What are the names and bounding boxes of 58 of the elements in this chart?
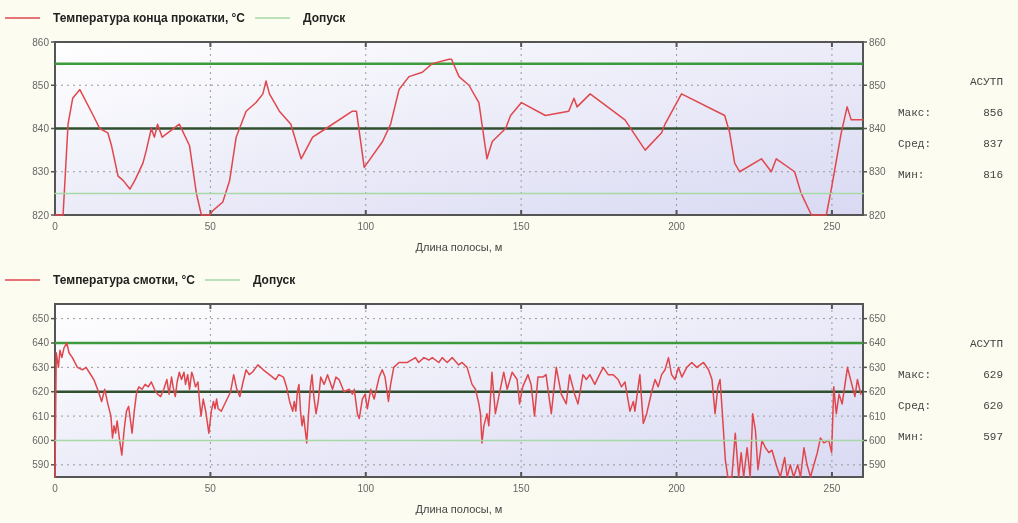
y2-tick-label: 620	[869, 386, 887, 398]
x-tick-label: 250	[823, 483, 841, 494]
x-tick-label: 200	[668, 483, 686, 494]
y2-tick-label: 860	[869, 36, 887, 48]
text: Мин:	[898, 431, 925, 443]
y-tick-label: 860	[32, 36, 50, 48]
legend-label: Температура смотки, °C	[53, 273, 196, 287]
legend-label: Допуск	[303, 11, 347, 25]
y2-tick-label: 650	[869, 313, 887, 325]
x-tick-label: 50	[204, 483, 217, 494]
x-tick-label: 150	[512, 221, 530, 232]
y2-tick-label: 830	[869, 166, 887, 178]
x-tick-label: 50	[204, 221, 217, 232]
text: 629	[983, 369, 1003, 381]
x-tick-label: 100	[357, 221, 375, 232]
y-tick-label: 820	[32, 209, 50, 221]
y2-tick-label: 640	[869, 337, 887, 349]
x-tick-label: 250	[823, 221, 841, 232]
y2-tick-label: 610	[869, 410, 887, 422]
y-tick-label: 610	[32, 410, 50, 422]
text: 856	[983, 107, 1003, 119]
text: 597	[983, 431, 1003, 443]
x-tick-label: 0	[52, 483, 59, 494]
y-tick-label: 830	[32, 166, 50, 178]
y-tick-label: 840	[32, 123, 50, 134]
line-series	[54, 342, 862, 478]
x-tick-label: 200	[668, 221, 686, 232]
y2-tick-label: 590	[869, 459, 887, 471]
y2-tick-label: 820	[869, 209, 887, 221]
text: Сред:	[898, 138, 932, 150]
y-tick-label: 850	[32, 79, 50, 91]
text: 816	[983, 169, 1003, 181]
text: 837	[983, 138, 1003, 150]
text: 620	[983, 400, 1003, 412]
x-axis-title: Длина полосы, м	[415, 503, 503, 515]
y-tick-label: 640	[32, 337, 50, 349]
text: Сред:	[898, 400, 932, 412]
x-tick-label: 150	[512, 483, 530, 494]
text: Макс:	[898, 369, 932, 381]
y2-tick-label: 850	[869, 79, 887, 91]
x-tick-label: 100	[357, 483, 375, 494]
legend-label: Температура конца прокатки, °C	[53, 11, 246, 25]
line-series	[54, 58, 864, 216]
text: Макс:	[898, 107, 932, 119]
y2-tick-label: 600	[869, 434, 887, 446]
y-tick-label: 600	[32, 434, 50, 446]
text: АСУТП	[969, 338, 1003, 350]
y2-tick-label: 840	[869, 123, 887, 134]
y-tick-label: 620	[32, 386, 50, 398]
x-tick-label: 0	[52, 221, 59, 232]
text: Мин:	[898, 169, 925, 181]
x-axis-title: Длина полосы, м	[415, 241, 503, 253]
legend-label: Допуск	[252, 273, 297, 287]
y2-tick-label: 630	[869, 361, 887, 373]
text: АСУТП	[969, 76, 1003, 88]
y-tick-label: 650	[32, 313, 50, 325]
y-tick-label: 630	[32, 361, 50, 373]
y-tick-label: 590	[32, 459, 50, 471]
